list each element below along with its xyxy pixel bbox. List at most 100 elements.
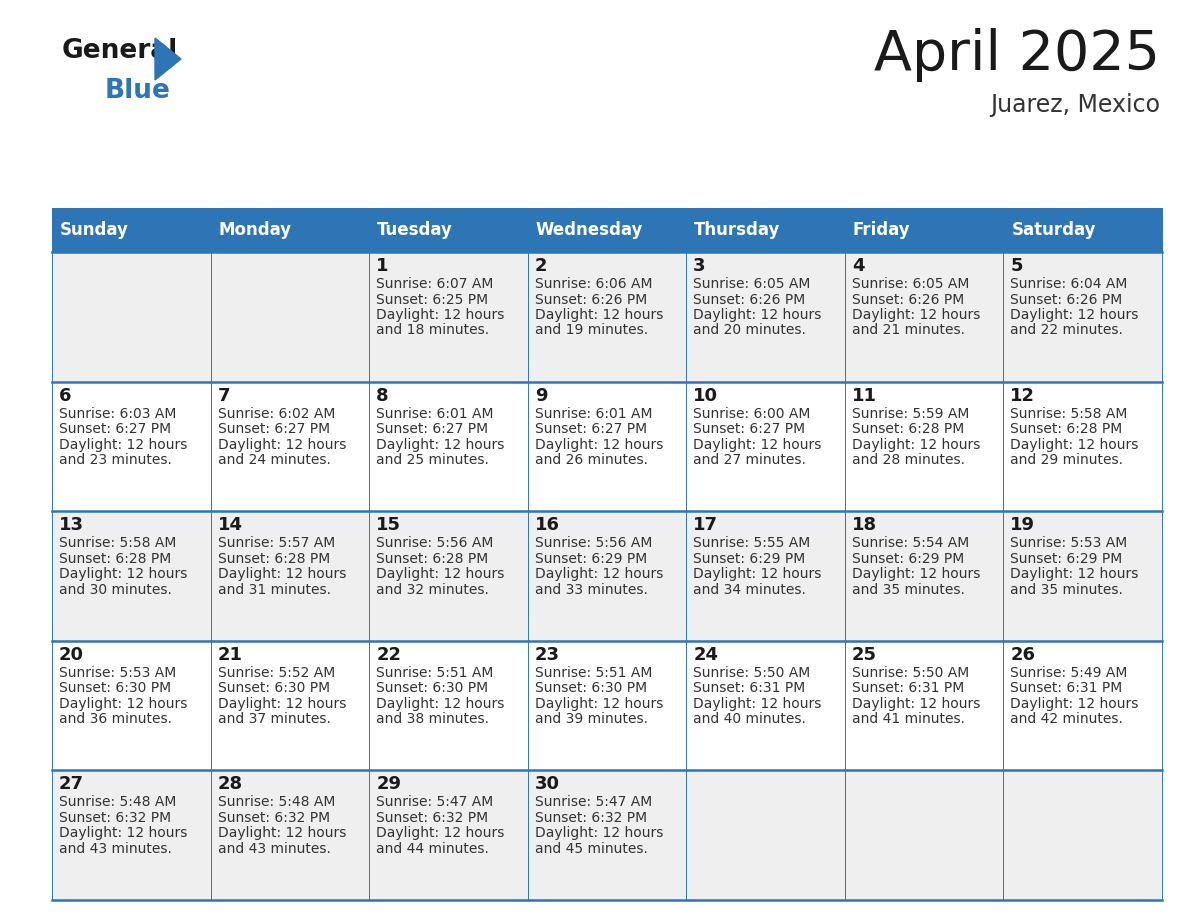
Bar <box>210 770 369 900</box>
Text: and 18 minutes.: and 18 minutes. <box>377 323 489 338</box>
Text: Sunset: 6:29 PM: Sunset: 6:29 PM <box>694 552 805 565</box>
Text: Monday: Monday <box>219 221 292 239</box>
Text: Blue: Blue <box>105 78 171 104</box>
Text: Sunrise: 6:01 AM: Sunrise: 6:01 AM <box>377 407 494 420</box>
Text: Sunset: 6:26 PM: Sunset: 6:26 PM <box>535 293 647 307</box>
Text: Sunrise: 6:03 AM: Sunrise: 6:03 AM <box>59 407 176 420</box>
Text: 16: 16 <box>535 516 560 534</box>
Text: Daylight: 12 hours: Daylight: 12 hours <box>217 567 346 581</box>
Text: and 33 minutes.: and 33 minutes. <box>535 583 647 597</box>
Bar <box>210 511 369 641</box>
Text: and 44 minutes.: and 44 minutes. <box>377 842 489 856</box>
Text: Sunset: 6:30 PM: Sunset: 6:30 PM <box>535 681 646 695</box>
Text: Sunrise: 5:53 AM: Sunrise: 5:53 AM <box>1011 536 1127 550</box>
Text: Daylight: 12 hours: Daylight: 12 hours <box>59 438 188 452</box>
Text: Daylight: 12 hours: Daylight: 12 hours <box>1011 567 1139 581</box>
Text: 24: 24 <box>694 645 719 664</box>
Text: Sunday: Sunday <box>61 221 128 239</box>
Text: and 21 minutes.: and 21 minutes. <box>852 323 965 338</box>
Text: Sunrise: 5:58 AM: Sunrise: 5:58 AM <box>1011 407 1127 420</box>
Bar <box>687 641 845 770</box>
Text: 27: 27 <box>59 776 84 793</box>
Text: Daylight: 12 hours: Daylight: 12 hours <box>852 308 980 322</box>
Text: Sunset: 6:31 PM: Sunset: 6:31 PM <box>694 681 805 695</box>
Bar <box>369 252 527 382</box>
Text: 20: 20 <box>59 645 84 664</box>
Text: 5: 5 <box>1011 257 1023 275</box>
Text: Sunset: 6:27 PM: Sunset: 6:27 PM <box>59 422 171 436</box>
Text: Thursday: Thursday <box>694 221 781 239</box>
Text: Daylight: 12 hours: Daylight: 12 hours <box>59 697 188 711</box>
Text: Sunset: 6:31 PM: Sunset: 6:31 PM <box>1011 681 1123 695</box>
Text: Sunrise: 5:48 AM: Sunrise: 5:48 AM <box>59 795 176 810</box>
Text: and 35 minutes.: and 35 minutes. <box>852 583 965 597</box>
Text: Sunset: 6:27 PM: Sunset: 6:27 PM <box>694 422 805 436</box>
Text: Sunset: 6:28 PM: Sunset: 6:28 PM <box>1011 422 1123 436</box>
Text: Daylight: 12 hours: Daylight: 12 hours <box>217 826 346 840</box>
Polygon shape <box>154 38 181 80</box>
Text: and 19 minutes.: and 19 minutes. <box>535 323 647 338</box>
Bar <box>369 511 527 641</box>
Text: 6: 6 <box>59 386 71 405</box>
Text: Sunrise: 5:55 AM: Sunrise: 5:55 AM <box>694 536 810 550</box>
Bar <box>210 641 369 770</box>
Bar <box>52 511 210 641</box>
Bar <box>527 770 687 900</box>
Text: Tuesday: Tuesday <box>377 221 453 239</box>
Text: Sunset: 6:25 PM: Sunset: 6:25 PM <box>377 293 488 307</box>
Text: 25: 25 <box>852 645 877 664</box>
Text: Daylight: 12 hours: Daylight: 12 hours <box>1011 308 1139 322</box>
Text: Friday: Friday <box>853 221 910 239</box>
Text: Sunset: 6:32 PM: Sunset: 6:32 PM <box>377 811 488 825</box>
Text: Daylight: 12 hours: Daylight: 12 hours <box>59 826 188 840</box>
Text: Sunrise: 5:56 AM: Sunrise: 5:56 AM <box>535 536 652 550</box>
Bar <box>369 208 527 252</box>
Text: Sunrise: 5:57 AM: Sunrise: 5:57 AM <box>217 536 335 550</box>
Text: Sunset: 6:28 PM: Sunset: 6:28 PM <box>377 552 488 565</box>
Bar <box>369 382 527 511</box>
Text: Sunrise: 6:07 AM: Sunrise: 6:07 AM <box>377 277 493 291</box>
Bar <box>845 382 1004 511</box>
Text: Daylight: 12 hours: Daylight: 12 hours <box>694 438 822 452</box>
Text: Sunrise: 6:01 AM: Sunrise: 6:01 AM <box>535 407 652 420</box>
Text: Daylight: 12 hours: Daylight: 12 hours <box>852 697 980 711</box>
Text: Sunset: 6:32 PM: Sunset: 6:32 PM <box>217 811 330 825</box>
Text: Daylight: 12 hours: Daylight: 12 hours <box>377 567 505 581</box>
Text: Daylight: 12 hours: Daylight: 12 hours <box>694 308 822 322</box>
Bar <box>52 382 210 511</box>
Bar <box>1004 511 1162 641</box>
Text: Saturday: Saturday <box>1011 221 1095 239</box>
Text: Sunset: 6:29 PM: Sunset: 6:29 PM <box>852 552 965 565</box>
Text: 9: 9 <box>535 386 548 405</box>
Text: and 34 minutes.: and 34 minutes. <box>694 583 807 597</box>
Text: 3: 3 <box>694 257 706 275</box>
Text: and 30 minutes.: and 30 minutes. <box>59 583 172 597</box>
Bar <box>210 208 369 252</box>
Text: Sunset: 6:28 PM: Sunset: 6:28 PM <box>217 552 330 565</box>
Bar <box>1004 252 1162 382</box>
Text: Sunrise: 5:48 AM: Sunrise: 5:48 AM <box>217 795 335 810</box>
Text: and 22 minutes.: and 22 minutes. <box>1011 323 1124 338</box>
Text: Sunrise: 5:58 AM: Sunrise: 5:58 AM <box>59 536 176 550</box>
Bar <box>210 252 369 382</box>
Text: Sunrise: 5:51 AM: Sunrise: 5:51 AM <box>535 666 652 680</box>
Text: Wednesday: Wednesday <box>536 221 643 239</box>
Text: 1: 1 <box>377 257 388 275</box>
Bar <box>687 382 845 511</box>
Text: Sunset: 6:27 PM: Sunset: 6:27 PM <box>217 422 330 436</box>
Text: 28: 28 <box>217 776 242 793</box>
Text: Sunset: 6:26 PM: Sunset: 6:26 PM <box>694 293 805 307</box>
Text: Sunset: 6:26 PM: Sunset: 6:26 PM <box>1011 293 1123 307</box>
Text: 30: 30 <box>535 776 560 793</box>
Text: Daylight: 12 hours: Daylight: 12 hours <box>535 826 663 840</box>
Text: Sunrise: 6:02 AM: Sunrise: 6:02 AM <box>217 407 335 420</box>
Text: 7: 7 <box>217 386 230 405</box>
Text: Sunrise: 5:59 AM: Sunrise: 5:59 AM <box>852 407 969 420</box>
Bar <box>527 208 687 252</box>
Text: 14: 14 <box>217 516 242 534</box>
Text: Sunset: 6:32 PM: Sunset: 6:32 PM <box>59 811 171 825</box>
Text: and 26 minutes.: and 26 minutes. <box>535 453 647 467</box>
Text: General: General <box>62 38 178 64</box>
Text: Daylight: 12 hours: Daylight: 12 hours <box>535 308 663 322</box>
Text: Sunset: 6:30 PM: Sunset: 6:30 PM <box>217 681 330 695</box>
